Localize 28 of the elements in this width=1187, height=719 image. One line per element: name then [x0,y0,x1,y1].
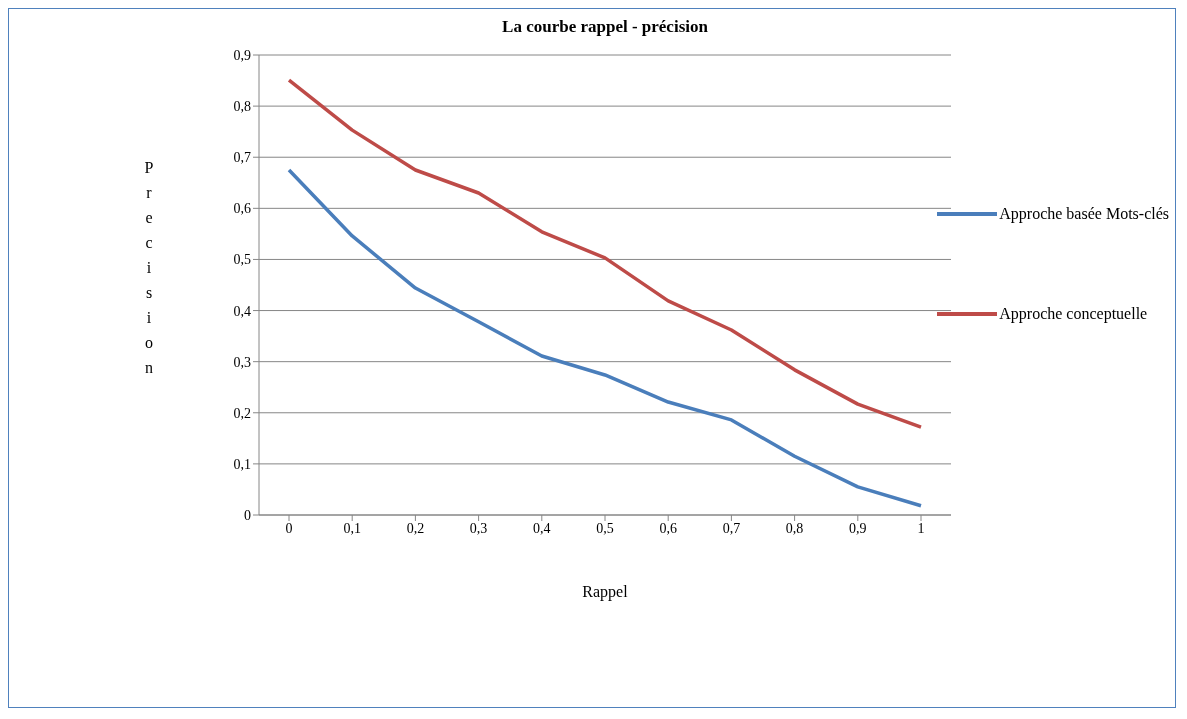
x-axis-title: Rappel [582,583,629,601]
y-tick-label: 0,7 [233,150,251,166]
x-tick-label: 0,3 [469,520,488,536]
line-series [287,168,923,508]
y-tick-label: 0,8 [233,99,251,115]
text: Precision [144,158,154,376]
y-tick-label: 0,2 [233,405,251,421]
x-tick-label: 0,8 [785,520,804,536]
y-tick-label: 0,5 [233,252,251,268]
x-tick-label: 0 [285,520,293,536]
x-tick-label: 0,6 [659,520,677,536]
legend-label: Approche conceptuelle [999,305,1148,323]
legend-label: Approche basée Mots-clés [999,205,1169,223]
chart-title: La courbe rappel - précision [501,17,709,37]
x-tick-label: 0,9 [849,520,867,536]
line-series [287,78,923,429]
y-tick-label: 0,6 [233,201,251,217]
y-tick-label: 0,4 [233,303,251,319]
y-tick-label: 0,1 [233,456,251,472]
y-tick-label: 0,3 [233,354,251,370]
x-tick-label: 1 [917,520,925,536]
x-tick-label: 0,4 [533,520,551,536]
x-tick-label: 0,2 [406,520,425,536]
y-tick-label: 0,9 [233,47,251,63]
x-tick-label: 0,7 [722,520,741,536]
x-tick-label: 0,1 [343,520,361,536]
y-tick-label: 0 [244,507,251,523]
x-tick-label: 0,5 [596,520,614,536]
